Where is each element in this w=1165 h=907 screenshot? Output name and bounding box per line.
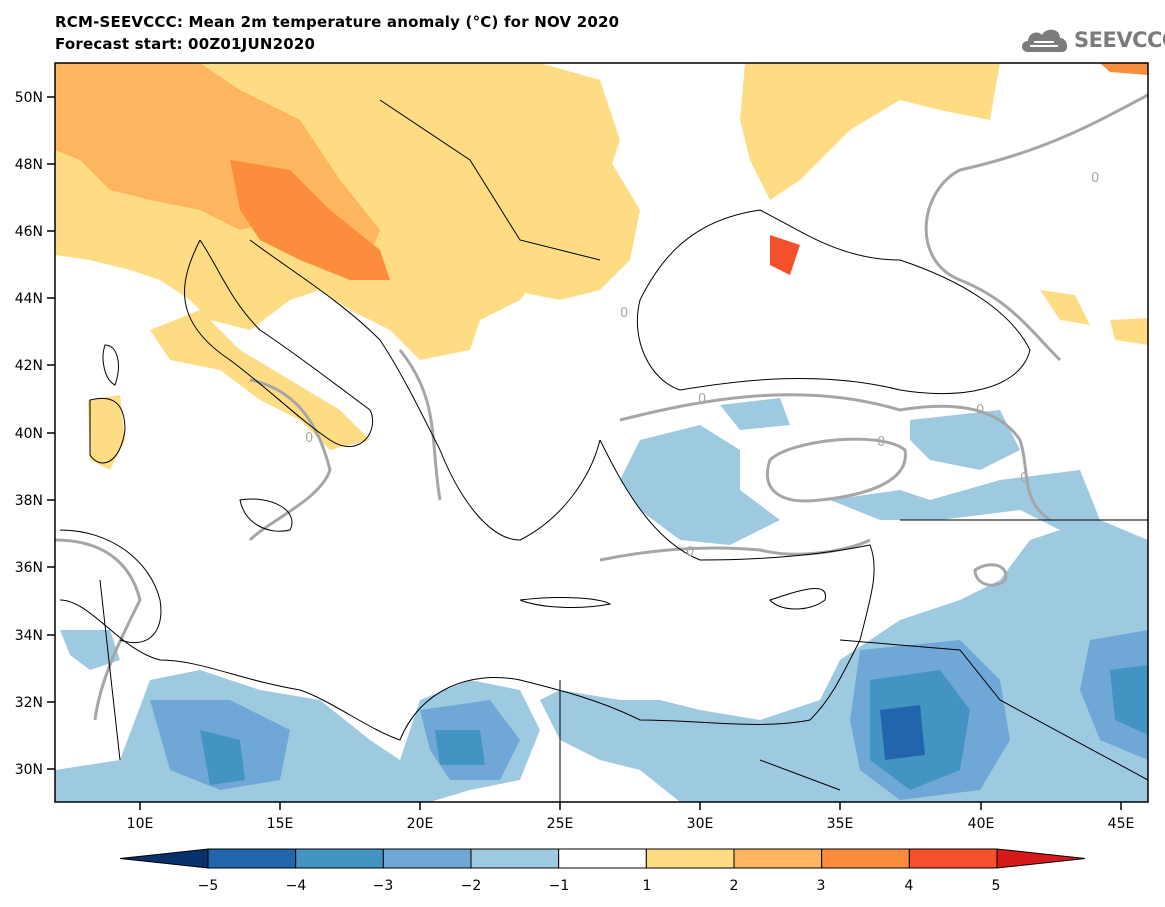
colorbar-segment — [295, 848, 384, 869]
lon-label: 30E — [687, 816, 714, 832]
zero-contours — [55, 93, 1148, 721]
colorbar-label: −1 — [549, 878, 570, 894]
warm-region-2c — [1110, 318, 1148, 345]
lat-label: 46N — [15, 224, 43, 240]
latitude-axis: 50N 48N 46N 44N 42N 40N 38N 36N 34N 32N … — [15, 90, 55, 778]
lon-label: 40E — [968, 816, 995, 832]
colorbar-segment — [207, 848, 297, 869]
colorbar-label: 4 — [905, 878, 914, 894]
lat-label: 50N — [15, 90, 43, 106]
lat-label: 34N — [15, 628, 43, 644]
colorbar-label: −5 — [198, 878, 219, 894]
cold-region-minus1c — [720, 398, 790, 430]
colorbar-segment — [645, 848, 735, 869]
colorbar-label: 3 — [817, 878, 826, 894]
colorbar-segment — [558, 848, 647, 869]
contour-label: 0 — [686, 545, 694, 560]
cold-region-minus1c — [60, 630, 120, 670]
cold-region-minus3c — [1110, 665, 1148, 735]
lon-label: 20E — [407, 816, 434, 832]
contour-label: 0 — [1091, 171, 1099, 186]
colorbar-label: −4 — [286, 878, 307, 894]
lat-label: 40N — [15, 426, 43, 442]
lat-label: 38N — [15, 493, 43, 509]
warm-region-4c — [1100, 63, 1148, 75]
contour-label: 0 — [620, 306, 628, 321]
lon-label: 25E — [547, 816, 574, 832]
coastlines — [59, 99, 1148, 802]
colorbar-max-triangle — [996, 848, 1086, 869]
lon-label: 35E — [827, 816, 854, 832]
contour-label: 0 — [698, 392, 706, 407]
colorbar-label: 1 — [643, 878, 652, 894]
cold-region-minus1c — [910, 410, 1020, 470]
warm-region-5c — [770, 235, 800, 275]
contour-label: 0 — [976, 403, 984, 418]
warm-region-2c — [88, 395, 125, 470]
forecast-start-subtitle: Forecast start: 00Z01JUN2020 — [55, 35, 316, 53]
lon-label: 45E — [1108, 816, 1135, 832]
cold-region-minus3c — [435, 730, 485, 765]
contour-labels: 0 0 0 0 0 0 0 0 — [305, 171, 1099, 560]
colorbar-segment — [821, 848, 910, 869]
warm-region-4c — [230, 160, 390, 280]
lat-label: 30N — [15, 762, 43, 778]
colorbar-label: −3 — [373, 878, 394, 894]
colorbar-segment — [382, 848, 472, 869]
lat-label: 42N — [15, 358, 43, 374]
contour-label: 0 — [877, 435, 885, 450]
cold-region-minus1c — [620, 425, 780, 545]
contour-label: 0 — [305, 431, 313, 446]
lat-label: 44N — [15, 291, 43, 307]
longitude-axis: 10E 15E 20E 25E 30E 35E 40E 45E — [127, 802, 1135, 832]
map-title: RCM-SEEVCCC: Mean 2m temperature anomaly… — [55, 13, 620, 31]
cold-region-minus4c — [880, 705, 925, 760]
colorbar-labels: −5 −4 −3 −2 −1 1 2 3 4 5 — [198, 878, 1001, 894]
lat-label: 48N — [15, 157, 43, 173]
warm-region-2c — [1040, 290, 1090, 325]
colorbar-min-triangle — [119, 848, 209, 869]
contour-label: 0 — [1020, 471, 1028, 486]
lat-label: 32N — [15, 695, 43, 711]
lon-label: 10E — [127, 816, 154, 832]
seevccc-logo: SEEVCCC — [1018, 22, 1165, 58]
warm-region-2c — [740, 63, 1000, 200]
warm-region-2c — [490, 150, 640, 300]
colorbar — [119, 848, 1086, 869]
cold-region-minus3c — [200, 730, 245, 785]
colorbar-label: 5 — [992, 878, 1001, 894]
colorbar-label: −2 — [461, 878, 482, 894]
lon-label: 15E — [267, 816, 294, 832]
lat-label: 36N — [15, 560, 43, 576]
colorbar-label: 2 — [730, 878, 739, 894]
anomaly-shading — [55, 63, 1148, 802]
warm-region-2c — [150, 310, 370, 450]
colorbar-segment — [470, 848, 560, 869]
colorbar-segment — [733, 848, 823, 869]
cloud-icon — [1022, 29, 1068, 52]
colorbar-segment — [908, 848, 998, 869]
logo-text: SEEVCCC — [1074, 28, 1165, 52]
